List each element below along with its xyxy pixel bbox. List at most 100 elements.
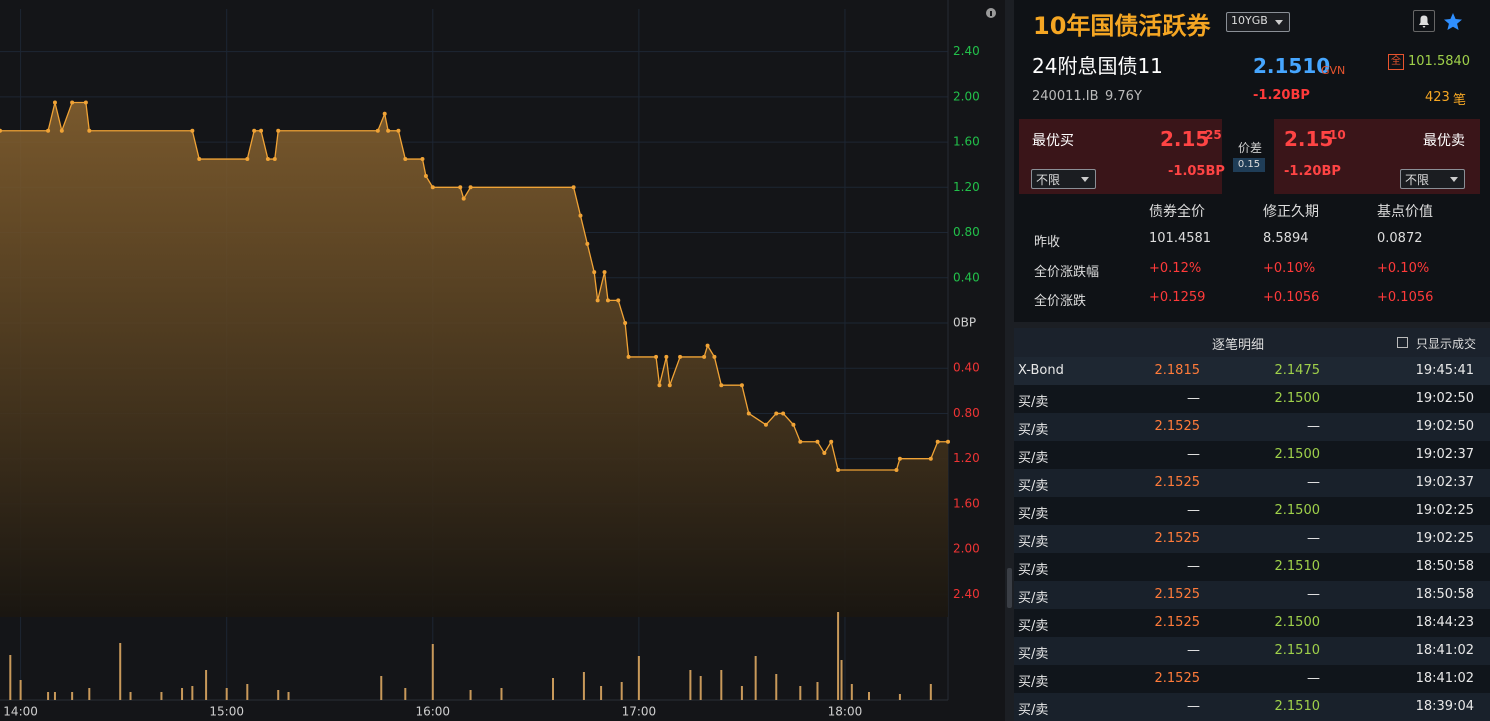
y-tick-label: 1.60 (953, 135, 980, 149)
trade-row[interactable]: 买/卖 — 2.1510 18:41:02 (1014, 637, 1490, 665)
volume-bar (837, 612, 840, 700)
volume-bar (88, 688, 91, 700)
x-tick-label: 15:00 (209, 705, 244, 719)
volume-bar (868, 692, 870, 700)
ask-filter-text: 不限 (1405, 173, 1430, 187)
point (719, 383, 724, 388)
trades-filter-checkbox[interactable] (1397, 337, 1408, 348)
stats-row-label: 昨收 (1034, 235, 1061, 250)
point (836, 468, 841, 472)
trade-row[interactable]: X-Bond 2.1815 2.1475 19:45:41 (1014, 357, 1490, 386)
volume-bar (129, 692, 132, 700)
trade-row[interactable]: 买/卖 2.1525 2.1500 18:44:23 (1014, 609, 1490, 637)
trade-time: 19:02:37 (1415, 447, 1474, 462)
volume-bar (53, 692, 56, 700)
trade-time: 18:39:04 (1415, 699, 1474, 714)
trade-row[interactable]: 买/卖 — 2.1510 18:39:04 (1014, 693, 1490, 721)
stats-column-header: 修正久期 (1263, 204, 1319, 220)
trade-bid: 2.1815 (1154, 363, 1201, 378)
trade-type: 买/卖 (1018, 423, 1049, 438)
trade-row[interactable]: 买/卖 2.1525 — 19:02:37 (1014, 469, 1490, 497)
trade-ask: — (1307, 419, 1320, 434)
trade-row[interactable]: 买/卖 — 2.1500 19:02:37 (1014, 441, 1490, 469)
trade-ask: 2.1510 (1274, 699, 1321, 714)
volume-bar (181, 688, 184, 700)
trade-row[interactable]: 买/卖 — 2.1500 19:02:25 (1014, 497, 1490, 525)
trade-type: X-Bond (1018, 363, 1064, 378)
x-tick-label: 17:00 (622, 705, 657, 719)
trades-title: 逐笔明细 (1212, 338, 1265, 353)
trade-type: 买/卖 (1018, 675, 1049, 690)
favorite-star[interactable] (1442, 11, 1464, 33)
yield-source: GVN (1321, 64, 1346, 77)
trade-type: 买/卖 (1018, 395, 1049, 410)
volume-bar (225, 688, 228, 700)
x-tick-label: 14:00 (3, 705, 38, 719)
point (626, 354, 631, 359)
volume-bar (582, 672, 585, 700)
point (605, 298, 610, 303)
best-ask-yield: 2.15 (1284, 127, 1334, 151)
point (667, 383, 672, 388)
ask-filter[interactable]: 不限 (1400, 169, 1465, 189)
best-ask-label: 最优卖 (1423, 133, 1465, 149)
trade-ask: 2.1500 (1274, 615, 1321, 630)
stats-row-label: 全价涨跌 (1034, 294, 1087, 309)
splitter-handle[interactable] (1007, 568, 1012, 608)
trade-row[interactable]: 买/卖 2.1525 — 19:02:50 (1014, 413, 1490, 441)
trades-filter-label[interactable]: 只显示成交 (1416, 337, 1477, 351)
y-tick-label: 1.20 (953, 451, 980, 465)
trade-ask: 2.1500 (1274, 503, 1321, 518)
point (928, 456, 933, 461)
point (458, 185, 463, 190)
volume-bar (816, 682, 819, 700)
best-ask-change: -1.20BP (1284, 164, 1341, 179)
trade-time: 18:50:58 (1415, 587, 1474, 602)
yield-change: -1.20BP (1253, 88, 1310, 103)
point (571, 185, 576, 190)
trade-row[interactable]: 买/卖 2.1525 — 19:02:25 (1014, 525, 1490, 553)
best-bid-sub: 25 (1205, 128, 1222, 142)
point (791, 422, 796, 427)
bid-filter[interactable]: 不限 (1031, 169, 1096, 189)
trade-row[interactable]: 买/卖 2.1525 — 18:41:02 (1014, 665, 1490, 693)
point (739, 383, 744, 388)
splitter[interactable] (1005, 0, 1014, 721)
y-tick-label: 0BP (953, 316, 976, 330)
trade-bid: 2.1525 (1154, 587, 1201, 602)
trade-bid: — (1187, 391, 1200, 406)
panel-title: 10年国债活跃券 (1033, 12, 1211, 40)
point (87, 128, 92, 133)
volume-bar (246, 684, 249, 700)
trade-row[interactable]: 买/卖 — 2.1510 18:50:58 (1014, 553, 1490, 581)
trade-time: 18:44:23 (1415, 615, 1474, 630)
bond-price: 101.5840 (1408, 54, 1471, 69)
volume-bar (929, 684, 932, 700)
point (276, 128, 281, 133)
trade-time: 18:50:58 (1415, 559, 1474, 574)
selector[interactable]: 10YGB (1226, 12, 1290, 32)
alert-button[interactable] (1413, 10, 1435, 32)
stats-cell: +0.1056 (1263, 290, 1320, 305)
bid-filter-text: 不限 (1036, 173, 1061, 187)
volume-bar (119, 643, 122, 700)
trade-bid: — (1187, 503, 1200, 518)
volume-bar (404, 688, 407, 700)
volume-bar (689, 670, 692, 700)
selector-text: 10YGB (1231, 14, 1268, 27)
point (815, 439, 820, 444)
trade-count: 423 (1425, 90, 1450, 105)
trade-type: 买/卖 (1018, 451, 1049, 466)
point (657, 383, 662, 388)
stats-cell: 8.5894 (1263, 231, 1309, 246)
trade-type: 买/卖 (1018, 591, 1049, 606)
trade-row[interactable]: 买/卖 2.1525 — 18:50:58 (1014, 581, 1490, 609)
y-tick-label: 2.40 (953, 44, 980, 58)
trade-row[interactable]: 买/卖 — 2.1500 19:02:50 (1014, 385, 1490, 413)
stats-cell: +0.12% (1149, 260, 1202, 276)
trade-bid: 2.1525 (1154, 531, 1201, 546)
trade-ask: 2.1510 (1274, 643, 1321, 658)
trade-type: 买/卖 (1018, 563, 1049, 578)
point (781, 411, 786, 416)
